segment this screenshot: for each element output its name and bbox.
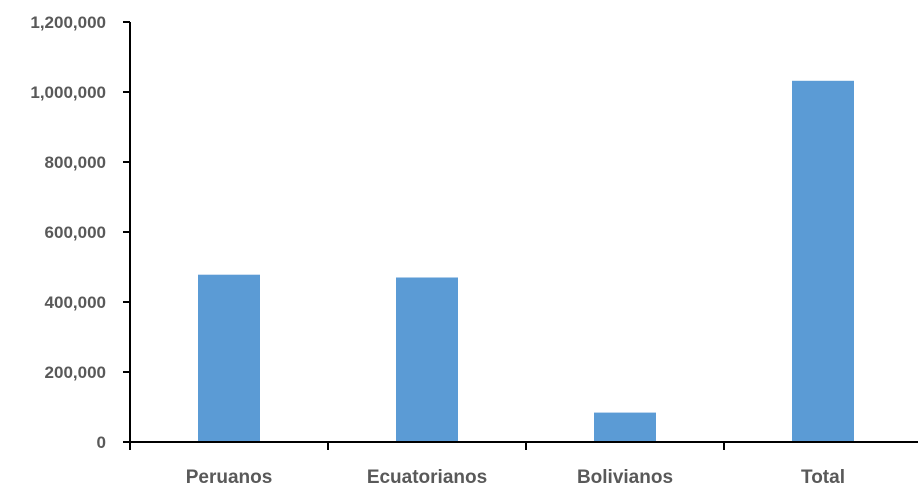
x-category-label: Bolivianos — [577, 467, 673, 486]
y-tick-label: 1,200,000 — [30, 13, 106, 32]
bar-ecuatorianos — [396, 277, 458, 442]
x-axis-ticks — [129, 442, 725, 450]
y-axis-tick-labels: 0 200,000 400,000 600,000 800,000 1,000,000 1,… — [30, 13, 106, 452]
y-tick-label: 200,000 — [45, 363, 106, 382]
x-category-label: Total — [801, 467, 845, 486]
y-tick-label: 1,000,000 — [30, 83, 106, 102]
x-category-label: Peruanos — [186, 467, 273, 486]
y-tick-label: 400,000 — [45, 293, 106, 312]
bars-group — [198, 80, 854, 443]
y-axis-ticks — [123, 21, 130, 443]
bar-bolivianos — [594, 412, 656, 442]
y-tick-label: 800,000 — [45, 153, 106, 172]
bar-total — [792, 80, 854, 443]
bar-peruanos — [198, 274, 260, 442]
y-tick-label: 600,000 — [45, 223, 106, 242]
y-tick-label: 0 — [97, 433, 106, 452]
x-category-label: Ecuatorianos — [367, 467, 487, 486]
x-axis-category-labels: Peruanos Ecuatorianos Bolivianos Total — [186, 467, 845, 486]
